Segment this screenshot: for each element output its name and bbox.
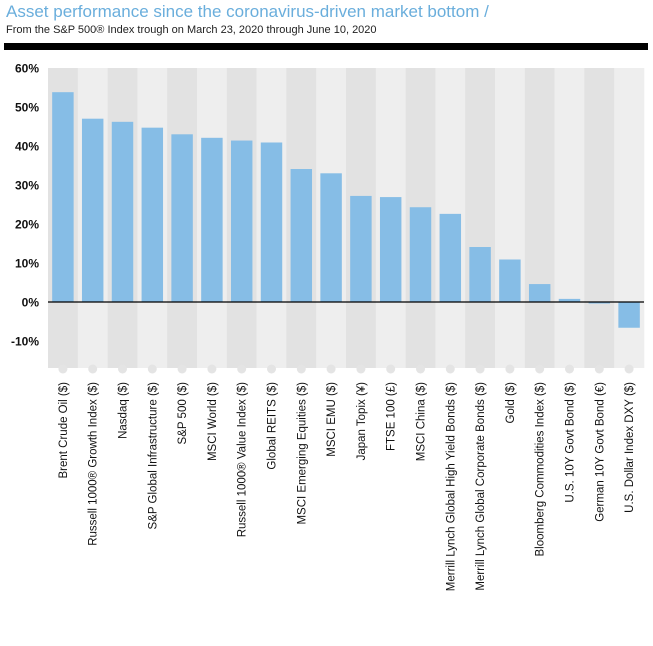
x-tick-label: MSCI Emerging Equities ($)	[296, 382, 308, 525]
y-tick-label: 60%	[15, 62, 39, 76]
x-tick-label: Gold ($)	[505, 382, 517, 424]
category-band	[554, 68, 585, 368]
category-dot	[594, 364, 604, 374]
bar	[81, 118, 104, 302]
y-tick-label: 20%	[15, 218, 39, 232]
bar	[469, 247, 491, 302]
x-tick-label: MSCI World ($)	[207, 382, 219, 461]
category-dot	[58, 364, 68, 374]
category-dot	[207, 364, 217, 374]
category-band	[465, 68, 496, 368]
category-dot	[565, 364, 574, 374]
y-axis-ticks: 60% 50% 40% 30% 20% 10% 0% -10%	[11, 62, 39, 349]
bar	[320, 173, 342, 302]
background-bands	[48, 68, 645, 368]
x-tick-label: Japan Topix (¥)	[356, 382, 368, 461]
x-tick-label: Nasdaq ($)	[118, 382, 130, 439]
y-tick-label: 50%	[15, 101, 39, 115]
bar	[350, 195, 372, 302]
x-tick-label: U.S. Dollar Index DXY ($)	[624, 382, 636, 513]
x-axis-labels: Brent Crude Oil ($) Russell 1000® Growth …	[58, 382, 636, 591]
category-band	[495, 68, 526, 368]
category-dot	[237, 364, 247, 374]
bar	[618, 302, 640, 328]
x-tick-label: Merrill Lynch Global High Yield Bonds ($…	[445, 382, 457, 591]
x-tick-label: U.S. 10Y Govt Bond ($)	[565, 382, 577, 503]
x-tick-label: S&P 500 ($)	[177, 382, 189, 445]
category-dot	[505, 364, 515, 374]
y-tick-label: 30%	[15, 179, 39, 193]
bar	[52, 92, 74, 303]
bar	[171, 134, 193, 302]
x-tick-label: Russell 1000® Value Index ($)	[237, 382, 249, 537]
bar	[439, 213, 462, 302]
bar	[290, 169, 313, 302]
category-dot	[475, 364, 485, 374]
bar	[588, 302, 611, 304]
category-dot	[624, 364, 634, 374]
category-dot	[88, 364, 98, 374]
category-dot	[386, 364, 396, 374]
bar	[379, 197, 402, 302]
category-dot	[147, 364, 157, 374]
x-tick-label: FTSE 100 (£)	[386, 382, 398, 451]
y-tick-label: 0%	[22, 296, 40, 310]
category-dot	[445, 364, 455, 374]
bar	[499, 259, 521, 302]
bar	[201, 137, 223, 302]
x-tick-label: Merrill Lynch Global Corporate Bonds ($)	[475, 382, 487, 591]
y-tick-label: -10%	[11, 335, 39, 349]
y-tick-label: 40%	[15, 140, 39, 154]
category-dot	[416, 364, 425, 374]
chart-title: Asset performance since the coronavirus-…	[6, 2, 489, 21]
bar	[260, 142, 283, 302]
category-dot	[118, 364, 127, 374]
bar	[141, 127, 164, 302]
category-dot	[535, 364, 545, 374]
chart-subtitle: From the S&P 500® Index trough on March …	[6, 24, 377, 36]
category-dot	[356, 364, 366, 374]
bar	[230, 140, 253, 302]
category-dot	[326, 364, 336, 374]
x-tick-label: Brent Crude Oil ($)	[58, 382, 70, 479]
x-tick-label: MSCI EMU ($)	[326, 382, 338, 457]
x-tick-label: MSCI China ($)	[416, 382, 428, 461]
category-dot	[177, 364, 187, 374]
category-dots	[58, 364, 634, 374]
x-tick-label: Bloomberg Commodities Index ($)	[535, 382, 547, 557]
category-band	[524, 68, 555, 368]
x-tick-label: German 10Y Govt Bond (€)	[594, 382, 606, 522]
bar	[558, 298, 581, 302]
bars	[52, 92, 640, 328]
bar	[528, 284, 551, 302]
x-tick-label: S&P Global Infrastructure ($)	[147, 382, 159, 530]
y-tick-label: 10%	[15, 257, 39, 271]
x-tick-label: Russell 1000® Growth Index ($)	[88, 382, 100, 546]
category-dot	[296, 364, 306, 374]
bar	[111, 121, 134, 302]
category-band	[584, 68, 615, 368]
category-dot	[267, 364, 276, 374]
x-tick-label: Global REITS ($)	[267, 382, 279, 470]
header-rule	[4, 43, 648, 50]
bar	[409, 207, 432, 302]
